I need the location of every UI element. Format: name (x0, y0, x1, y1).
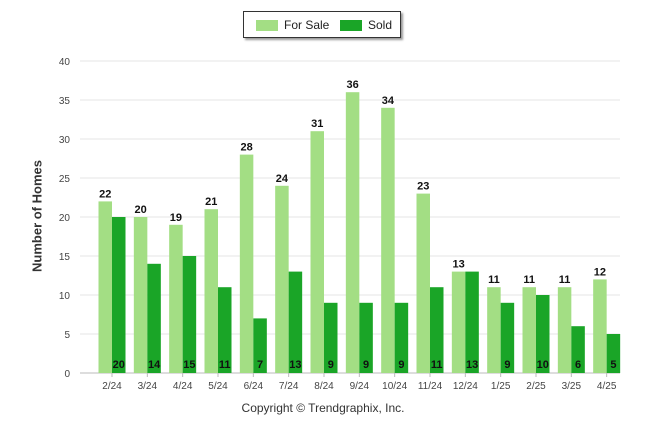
bar-for-sale (133, 217, 148, 373)
x-tick-label: 8/24 (314, 381, 334, 392)
bar-sold (500, 302, 515, 373)
y-tick-label: 35 (59, 96, 71, 107)
x-tick-label: 9/24 (350, 381, 370, 392)
x-tick-label: 5/24 (208, 381, 228, 392)
data-label-for-sale: 19 (170, 212, 182, 224)
data-label-for-sale: 12 (594, 266, 606, 278)
bar-for-sale (487, 287, 501, 373)
legend-label-sold: Sold (368, 18, 393, 32)
x-tick-label: 3/25 (562, 381, 582, 392)
bar-sold (606, 334, 621, 373)
x-tick-label: 4/24 (173, 381, 193, 392)
bar-sold (394, 302, 409, 373)
data-label-for-sale: 24 (276, 173, 289, 185)
data-label-sold: 14 (148, 359, 161, 371)
bar-for-sale (275, 185, 289, 373)
bar-for-sale (169, 224, 183, 373)
bar-for-sale (593, 279, 607, 373)
data-label-sold: 9 (398, 359, 404, 371)
bar-for-sale (239, 154, 254, 373)
legend-item-for-sale[interactable]: For Sale (256, 18, 329, 32)
data-label-for-sale: 36 (346, 79, 358, 91)
bar-for-sale (522, 287, 536, 373)
data-label-for-sale: 11 (559, 274, 571, 286)
bar-for-sale (557, 287, 572, 373)
y-tick-label: 30 (59, 135, 71, 146)
bar-sold (147, 263, 161, 373)
legend-item-sold[interactable]: Sold (340, 18, 392, 32)
data-label-for-sale: 28 (240, 142, 252, 154)
bar-for-sale (98, 201, 112, 373)
bar-for-sale (204, 209, 218, 373)
data-label-sold: 6 (575, 359, 581, 371)
legend-label-for-sale: For Sale (284, 18, 330, 32)
y-tick-label: 5 (64, 330, 70, 341)
x-tick-label: 7/24 (279, 381, 299, 392)
y-tick-label: 15 (59, 252, 71, 263)
bar-sold (112, 217, 126, 373)
data-label-sold: 9 (328, 359, 334, 371)
data-label-for-sale: 23 (417, 181, 429, 193)
data-label-for-sale: 11 (523, 274, 535, 286)
y-tick-label: 0 (64, 369, 70, 380)
data-label-sold: 10 (537, 359, 549, 371)
copyright-footer: Copyright © Trendgraphix, Inc. (241, 401, 405, 415)
bar-for-sale (381, 107, 395, 374)
y-tick-label: 20 (59, 213, 71, 224)
x-tick-label: 2/24 (102, 381, 122, 392)
bar-sold (324, 302, 338, 373)
x-tick-label: 1/25 (491, 381, 511, 392)
data-label-sold: 15 (183, 359, 195, 371)
x-tick-label: 3/24 (138, 381, 158, 392)
y-axis-title: Number of Homes (29, 160, 45, 272)
x-tick-label: 11/24 (418, 381, 443, 392)
data-label-sold: 11 (431, 359, 443, 371)
bar-sold (536, 295, 550, 373)
bar-for-sale (416, 193, 430, 373)
bar-sold (430, 287, 444, 373)
data-label-sold: 13 (466, 359, 478, 371)
x-tick-label: 10/24 (382, 381, 407, 392)
bar-sold (571, 326, 585, 373)
x-tick-label: 4/25 (597, 381, 617, 392)
data-label-sold: 13 (289, 359, 301, 371)
data-label-sold: 9 (363, 359, 369, 371)
legend-swatch-sold (340, 19, 362, 31)
data-label-sold: 20 (113, 359, 125, 371)
bar-sold (218, 287, 232, 373)
bar-for-sale (310, 131, 324, 373)
legend: For Sale Sold (243, 11, 401, 38)
data-label-sold: 5 (610, 359, 616, 371)
bar-for-sale (345, 92, 360, 373)
data-label-for-sale: 11 (488, 274, 500, 286)
data-label-for-sale: 13 (452, 259, 464, 271)
x-tick-label: 2/25 (526, 381, 546, 392)
x-tick-label: 12/24 (453, 381, 478, 392)
bar-sold (253, 318, 267, 373)
data-label-sold: 7 (257, 359, 263, 371)
bar-sold (182, 256, 197, 373)
y-tick-label: 10 (59, 291, 71, 302)
data-label-sold: 11 (219, 359, 231, 371)
data-label-sold: 9 (504, 359, 510, 371)
data-label-for-sale: 21 (205, 196, 217, 208)
data-label-for-sale: 22 (99, 188, 111, 200)
y-tick-label: 25 (59, 174, 71, 185)
data-label-for-sale: 34 (382, 95, 395, 107)
bar-for-sale (451, 271, 466, 373)
data-label-for-sale: 31 (311, 118, 323, 130)
legend-swatch-for-sale (256, 19, 278, 31)
data-label-for-sale: 20 (134, 204, 146, 216)
bar-sold (465, 271, 479, 373)
y-tick-label: 40 (59, 57, 71, 68)
x-tick-label: 6/24 (244, 381, 264, 392)
bar-sold (359, 302, 373, 373)
bar-sold (288, 271, 303, 373)
